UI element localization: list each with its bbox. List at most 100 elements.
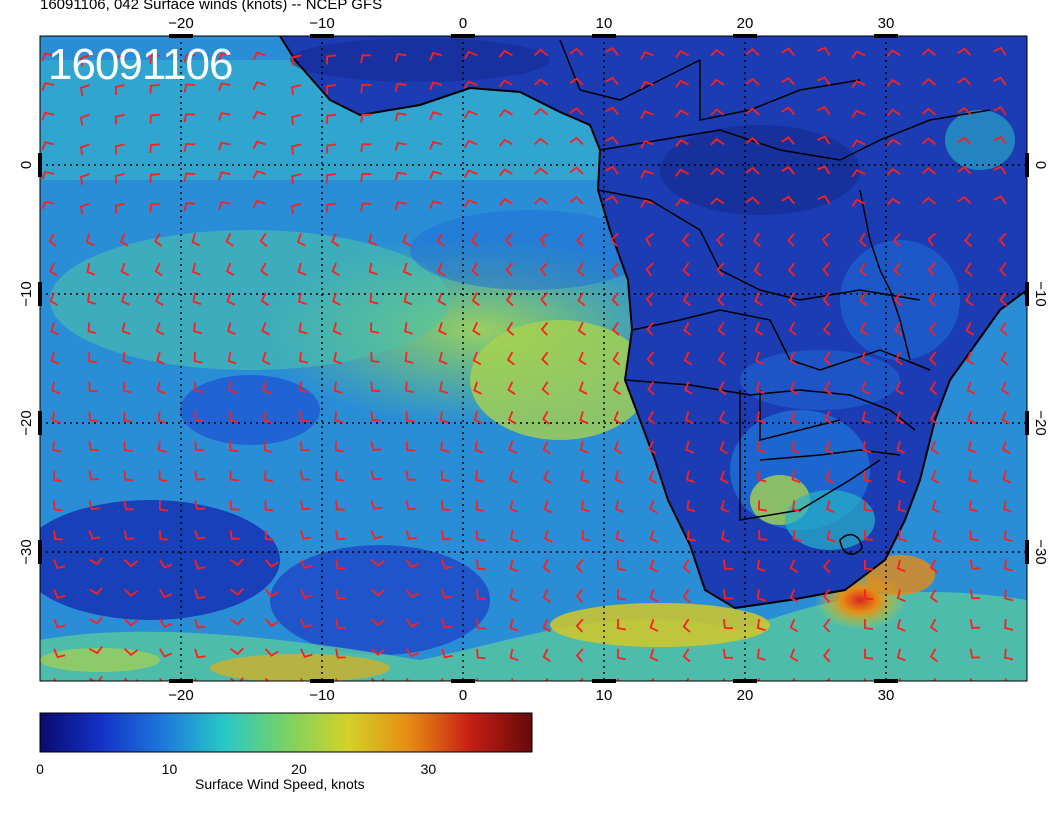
wind-barb	[895, 411, 905, 425]
wind-barb	[183, 113, 196, 123]
wind-barb	[299, 381, 309, 393]
wind-barb	[781, 165, 795, 175]
wind-barb	[505, 232, 514, 247]
lon-tick-top: 30	[878, 15, 895, 32]
wind-barb	[823, 381, 832, 396]
wind-barb	[1004, 619, 1014, 631]
wind-barb	[542, 410, 551, 425]
wind-barb	[122, 351, 132, 365]
wind-barb	[710, 78, 725, 87]
wind-barb	[471, 292, 480, 307]
wind-barb	[88, 470, 100, 481]
wind-barb	[505, 292, 514, 307]
wind-barb	[405, 500, 417, 511]
lon-tick-top: 20	[737, 15, 754, 32]
wind-barb	[300, 529, 312, 540]
wind-barb	[498, 138, 513, 147]
wind-barb	[898, 529, 908, 542]
wind-barb	[569, 107, 584, 116]
wind-barb	[368, 262, 378, 276]
wind-barb	[86, 262, 96, 276]
wind-barb	[149, 113, 160, 124]
wind-barb	[615, 500, 624, 513]
wind-barb	[534, 107, 549, 116]
wind-barb	[823, 321, 831, 336]
wind-barb	[114, 143, 125, 155]
wind-barb	[463, 139, 478, 149]
wind-barb	[569, 196, 584, 205]
wind-barb	[999, 292, 1008, 307]
wind-barb	[720, 500, 730, 514]
wind-barb	[721, 529, 730, 543]
wind-barb	[640, 51, 654, 60]
wind-barb	[41, 111, 55, 121]
wind-barb	[781, 76, 795, 86]
lon-tick-top: −20	[168, 15, 193, 32]
wind-barb	[929, 588, 938, 603]
wind-barb	[394, 201, 407, 211]
wind-barb	[864, 619, 874, 630]
wind-barb	[252, 140, 266, 150]
wind-barb	[921, 167, 936, 175]
wind-barb	[966, 381, 976, 395]
wind-barb	[48, 232, 57, 247]
wind-barb	[156, 351, 165, 365]
lat-tick-left: 0	[18, 161, 35, 169]
wind-barb	[576, 262, 585, 277]
wind-barb	[370, 381, 381, 393]
wind-barb	[675, 138, 690, 148]
wind-barb	[229, 647, 244, 656]
wind-barb	[296, 233, 306, 247]
wind-barb	[893, 292, 902, 307]
wind-barb	[441, 559, 453, 570]
wind-barb	[682, 588, 691, 603]
wind-barb	[229, 470, 239, 482]
wind-barb	[335, 529, 346, 540]
wind-barb	[498, 49, 513, 58]
wind-barb	[1002, 470, 1012, 484]
wind-barb	[291, 202, 302, 215]
wind-barb	[252, 81, 266, 90]
wind-barb	[158, 530, 169, 541]
lat-tick-right: 0	[1032, 161, 1049, 169]
wind-barb	[149, 173, 160, 183]
wind-barb	[968, 470, 978, 483]
wind-barb	[569, 136, 584, 146]
wind-barb	[999, 321, 1008, 336]
wind-barb	[498, 168, 513, 177]
wind-barb	[226, 292, 236, 306]
wind-barb	[370, 470, 382, 481]
wind-barb	[335, 500, 345, 511]
wind-barb	[88, 440, 99, 451]
wind-barb	[291, 173, 302, 185]
wind-barb	[540, 321, 549, 336]
wind-barb	[569, 47, 584, 57]
wind-barb	[817, 105, 831, 116]
wind-barb	[218, 201, 231, 210]
wind-barb	[263, 470, 273, 483]
wind-barb	[964, 232, 972, 247]
wind-barb	[611, 321, 620, 336]
lat-tick-right: −20	[1032, 410, 1049, 435]
wind-barb	[370, 648, 385, 656]
wind-barb	[183, 83, 196, 93]
wind-barb	[745, 107, 760, 116]
wind-barb	[864, 530, 874, 541]
wind-barb	[886, 197, 901, 206]
wind-barb	[429, 51, 443, 61]
wind-barb	[370, 352, 380, 363]
wind-barb	[1001, 440, 1011, 455]
colorbar-tick: 10	[162, 761, 178, 777]
wind-barb	[543, 470, 552, 484]
wind-barb	[297, 262, 307, 276]
wind-barb	[79, 143, 90, 156]
wind-barb	[645, 232, 654, 247]
wind-barb	[864, 648, 874, 660]
wind-barb	[649, 648, 659, 662]
wind-barb	[194, 381, 204, 393]
wind-barb	[326, 54, 337, 65]
wind-barb	[158, 500, 169, 512]
wind-barb	[360, 173, 372, 183]
wind-barb	[360, 143, 372, 153]
wind-barb	[965, 292, 974, 307]
